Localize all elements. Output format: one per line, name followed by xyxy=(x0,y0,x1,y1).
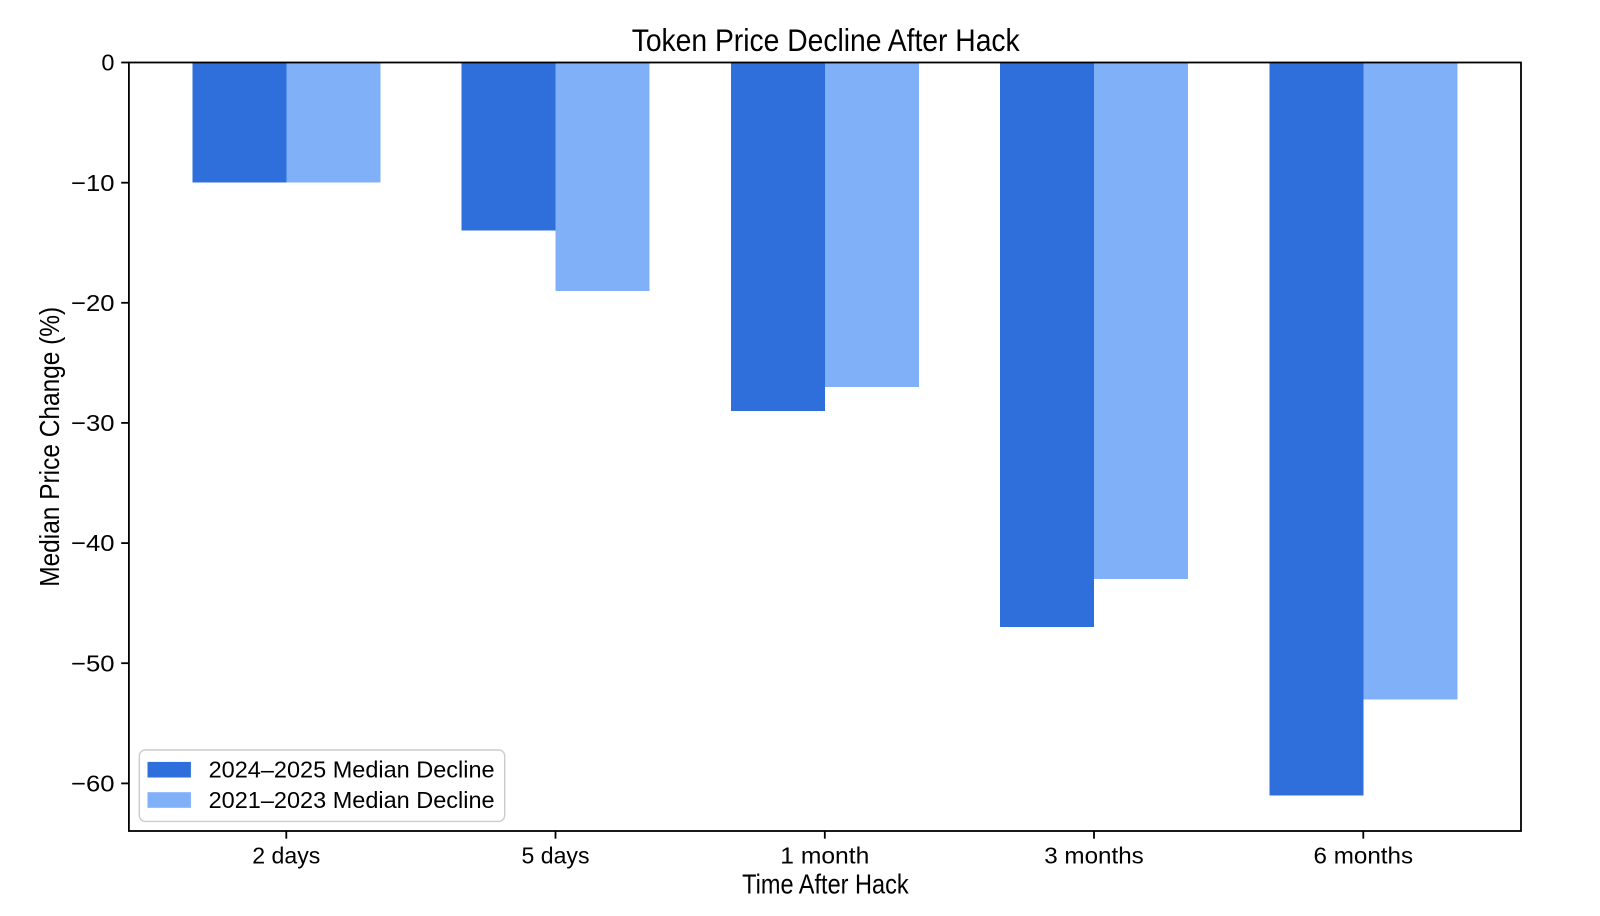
svg-text:2024–2025 Median Decline: 2024–2025 Median Decline xyxy=(209,757,495,783)
svg-text:2 days: 2 days xyxy=(252,843,320,869)
svg-text:−20: −20 xyxy=(71,290,115,316)
svg-text:−40: −40 xyxy=(71,530,115,556)
svg-text:−60: −60 xyxy=(71,771,115,797)
svg-text:1 month: 1 month xyxy=(780,843,869,869)
svg-text:6 months: 6 months xyxy=(1314,843,1414,869)
svg-text:2021–2023 Median Decline: 2021–2023 Median Decline xyxy=(209,787,495,813)
svg-text:−30: −30 xyxy=(71,410,115,436)
svg-text:Time After Hack: Time After Hack xyxy=(742,869,909,900)
svg-text:−50: −50 xyxy=(71,650,115,676)
svg-text:Median Price Change (%): Median Price Change (%) xyxy=(34,307,65,587)
svg-text:Token Price Decline After Hack: Token Price Decline After Hack xyxy=(632,23,1020,58)
svg-text:0: 0 xyxy=(101,50,114,76)
svg-text:5 days: 5 days xyxy=(522,843,590,869)
svg-text:3 months: 3 months xyxy=(1044,843,1144,869)
svg-text:−10: −10 xyxy=(71,170,115,196)
